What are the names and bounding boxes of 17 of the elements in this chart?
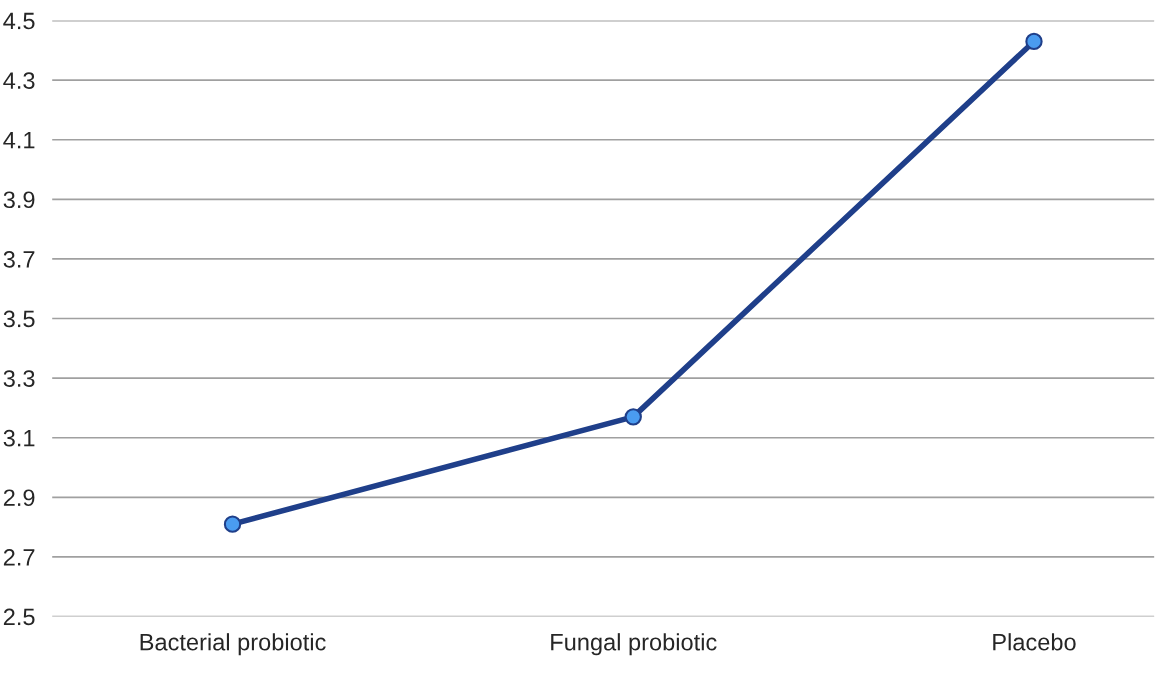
y-tick-label: 3.7 <box>3 251 35 268</box>
x-tick-label: Bacterial probiotic <box>140 633 326 656</box>
y-tick-label: 2.5 <box>3 608 35 626</box>
x-tick-label: Placebo <box>993 633 1076 651</box>
y-tick-label: 2.9 <box>3 489 35 507</box>
y-tick-label: 2.7 <box>3 548 35 566</box>
point <box>1025 32 1043 51</box>
point <box>223 515 242 533</box>
x-tick-label: Fungal probiotic <box>551 633 717 656</box>
y-tick-label: 4.3 <box>3 72 35 89</box>
y-tick-label: 3.1 <box>3 429 35 447</box>
y-tick-label: 4.1 <box>3 132 35 149</box>
y-tick-label: 3.9 <box>3 191 35 209</box>
point <box>624 408 642 426</box>
y-tick-label: 4.5 <box>3 12 35 30</box>
y-tick-label: 3.5 <box>3 310 35 328</box>
y-tick-label: 3.3 <box>3 370 35 387</box>
